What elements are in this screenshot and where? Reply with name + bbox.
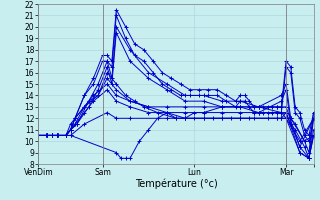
X-axis label: Température (°c): Température (°c) [135,179,217,189]
